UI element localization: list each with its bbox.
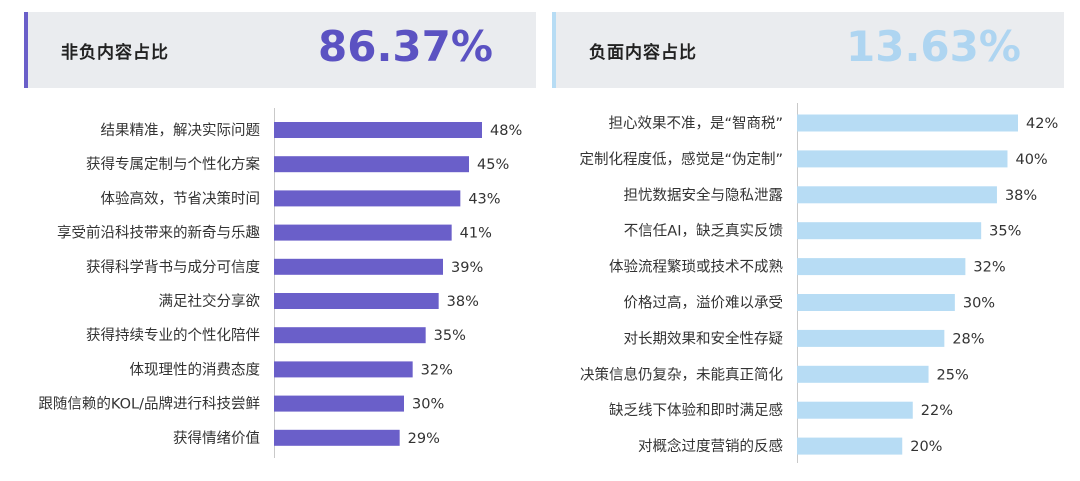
negative-value-label: 40% [1015,152,1047,168]
negative-category-label: 担心效果不准，是“智商税” [608,115,783,132]
positive-value-label: 39% [451,260,483,276]
negative-bar [797,186,997,204]
negative-category-label: 体验流程繁琐或技术不成熟 [609,258,783,276]
positive-category-label: 享受前沿科技带来的新奇与乐趣 [57,225,260,242]
negative-category-label: 不信任AI，缺乏真实反馈 [624,222,783,240]
negative-bar-chart: 担心效果不准，是“智商税” 42% 定制化程度低，感觉是“伪定制” 40% 担忧数据安全… [579,114,1058,455]
positive-bar-chart: 结果精准，解决实际问题 48% 获得专属定制与个性化方案 45% 体验高效，节省决策时间… [38,122,522,447]
negative-bar [797,437,903,455]
negative-category-label: 决策信息仍复杂，未能真正简化 [580,365,783,383]
positive-value-label: 35% [434,328,466,344]
positive-value-label: 41% [460,226,492,242]
negative-value-label: 42% [1026,116,1058,132]
positive-category-label: 体现理性的消费态度 [130,361,261,378]
negative-value-label: 28% [952,331,984,347]
positive-bar [274,395,404,412]
negative-bar [797,294,955,311]
positive-category-label: 体验高效，节省决策时间 [101,190,261,207]
negative-axis-line [797,103,798,463]
negative-title: 负面内容占比 [589,43,697,63]
negative-value-label: 32% [973,260,1005,276]
positive-bar [274,122,482,138]
negative-category-label: 对概念过度营销的反感 [638,437,783,455]
positive-category-label: 满足社交分享欲 [159,292,261,310]
negative-value-label: 22% [921,403,953,419]
positive-bar [274,293,439,309]
positive-bar [274,224,452,241]
positive-bar [274,258,443,275]
positive-bar [274,361,413,378]
negative-value-label: 25% [937,367,969,383]
negative-percentage: 13.63% [846,22,1021,71]
negative-bar [797,114,1018,132]
negative-value-label: 38% [1005,188,1037,204]
negative-category-label: 缺乏线下体验和即时满足感 [609,402,783,419]
positive-value-label: 32% [421,362,453,378]
negative-category-label: 对长期效果和安全性存疑 [624,329,784,347]
negative-bar [797,401,913,419]
positive-value-label: 38% [447,294,479,310]
positive-value-label: 29% [408,431,440,447]
positive-title: 非负内容占比 [61,43,169,63]
positive-percentage: 86.37% [318,22,493,71]
positive-panel: 非负内容占比 86.37% 结果精准，解决实际问题 48% 获得专属定制与个性化方案… [24,0,536,481]
positive-bar [274,429,400,446]
positive-category-label: 跟随信赖的KOL/品牌进行科技尝鲜 [38,396,260,413]
positive-value-label: 45% [477,157,509,173]
positive-axis-line [274,108,275,458]
positive-bar [274,156,469,173]
positive-value-label: 48% [490,123,522,139]
negative-bar [797,258,966,276]
positive-category-label: 获得持续专业的个性化陪伴 [86,327,260,344]
positive-bar [274,190,461,207]
positive-value-label: 30% [412,397,444,413]
positive-bar [274,327,426,344]
negative-value-label: 30% [963,296,995,312]
positive-category-label: 获得情绪价值 [173,430,260,447]
positive-header: 非负内容占比 86.37% [24,12,536,88]
negative-value-label: 35% [989,224,1021,240]
positive-category-label: 获得科学背书与成分可信度 [86,259,260,276]
negative-panel: 负面内容占比 13.63% 担心效果不准，是“智商税” 42% 定制化程度低，感觉是… [552,0,1064,481]
negative-value-label: 20% [910,439,942,455]
negative-bar [797,222,982,240]
negative-header: 负面内容占比 13.63% [552,12,1064,88]
positive-category-label: 获得专属定制与个性化方案 [86,155,260,173]
negative-bar [797,329,945,347]
positive-value-label: 43% [468,191,500,207]
negative-category-label: 价格过高，溢价难以承受 [624,295,784,312]
positive-category-label: 结果精准，解决实际问题 [101,122,261,139]
negative-category-label: 担忧数据安全与隐私泄露 [624,186,784,204]
negative-bar [797,365,929,383]
negative-category-label: 定制化程度低，感觉是“伪定制” [579,151,783,168]
negative-bar [797,150,1008,168]
